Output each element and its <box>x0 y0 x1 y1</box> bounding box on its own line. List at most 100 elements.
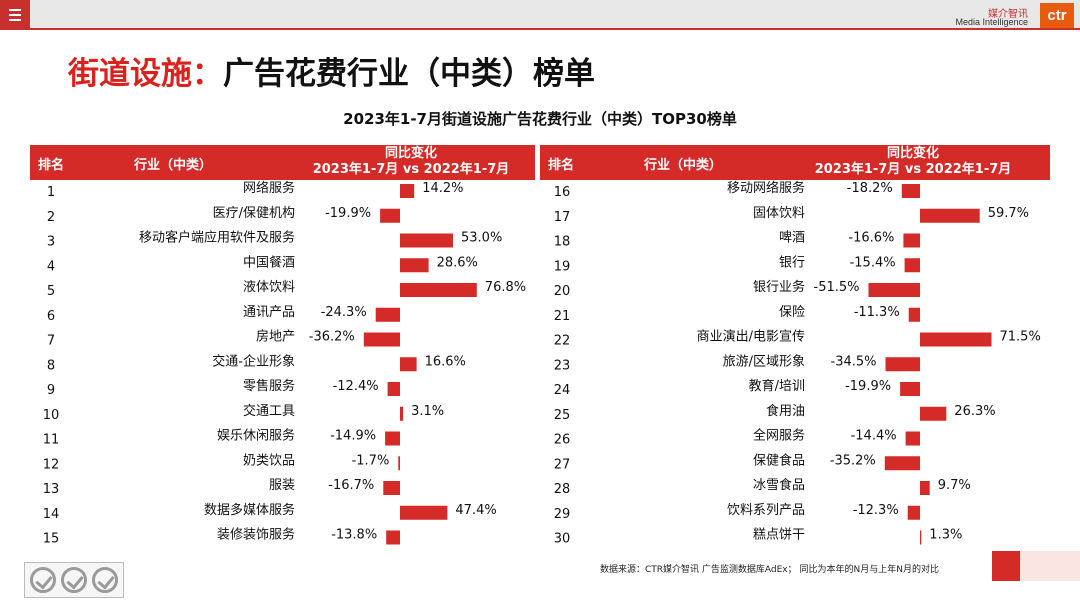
page-title-rest: 广告花费行业（中类）榜单 <box>223 56 595 92</box>
rank-number: 24 <box>554 383 571 398</box>
bar <box>901 184 920 198</box>
menu-icon[interactable] <box>0 0 30 30</box>
bar <box>920 530 922 545</box>
rank-number: 25 <box>554 408 571 423</box>
data-label: -12.3% <box>853 503 899 518</box>
industry-label: 糕点饼干 <box>753 528 805 543</box>
bar <box>400 505 448 520</box>
rank-number: 29 <box>554 507 571 522</box>
table-header-left: 排名 行业（中类） 同比变化 2023年1-7月 vs 2022年1-7月 <box>30 145 535 180</box>
rank-number: 28 <box>554 482 571 497</box>
industry-label: 通讯产品 <box>243 305 295 320</box>
header-rank-label: 排名 <box>38 158 65 173</box>
industry-label: 房地产 <box>256 329 295 345</box>
rank-number: 8 <box>47 358 55 373</box>
data-label: -15.4% <box>850 255 896 270</box>
page-title-highlight: 街道设施： <box>68 56 223 92</box>
header-change-line2: 2023年1-7月 vs 2022年1-7月 <box>814 162 1012 177</box>
data-label: 47.4% <box>455 503 496 518</box>
industry-label: 液体饮料 <box>243 280 295 295</box>
rank-number: 18 <box>554 235 571 250</box>
ctr-logo: 媒介智讯 Media Intelligence ctr <box>934 3 1074 29</box>
rank-number: 20 <box>554 284 571 299</box>
rank-number: 11 <box>43 433 60 448</box>
bar <box>383 481 400 495</box>
industry-label: 医疗/保健机构 <box>213 206 295 221</box>
data-label: 26.3% <box>954 404 995 419</box>
bar <box>900 382 920 396</box>
industry-label: 娱乐休闲服务 <box>217 428 295 444</box>
bar <box>385 431 400 446</box>
footer-accent-block <box>992 551 1020 581</box>
rank-number: 15 <box>43 532 60 547</box>
bar <box>885 357 920 372</box>
rank-number: 13 <box>43 482 60 497</box>
industry-label: 网络服务 <box>243 180 295 196</box>
data-label: -16.6% <box>848 231 894 246</box>
industry-label: 中国餐酒 <box>243 254 295 270</box>
top-divider <box>0 28 1080 30</box>
rank-number: 17 <box>554 210 571 225</box>
bar <box>884 456 920 471</box>
bar <box>908 307 920 322</box>
bar <box>905 431 920 446</box>
data-label: 28.6% <box>437 255 478 270</box>
rank-number: 1 <box>47 185 55 200</box>
sgs-certification-logo <box>24 562 124 598</box>
bar <box>387 382 400 396</box>
rank-number: 27 <box>554 457 571 472</box>
bar <box>920 332 992 347</box>
industry-label: 旅游/区域形象 <box>723 354 805 369</box>
bar <box>400 406 404 421</box>
industry-label: 保险 <box>779 305 805 320</box>
rank-number: 23 <box>554 358 571 373</box>
bar <box>868 283 920 297</box>
rank-number: 30 <box>554 532 571 547</box>
data-label: 53.0% <box>461 231 502 246</box>
header-rank-label: 排名 <box>548 158 575 173</box>
header-change-line1: 同比变化 <box>886 146 939 161</box>
industry-label: 服装 <box>269 478 295 493</box>
data-label: -35.2% <box>830 453 876 468</box>
rank-number: 19 <box>554 259 571 274</box>
page-title: 街道设施：广告花费行业（中类）榜单 <box>68 48 595 93</box>
logo-mark: ctr <box>1040 3 1074 29</box>
bar <box>907 505 920 520</box>
bar <box>400 184 415 198</box>
bar <box>400 283 477 297</box>
header-industry-label: 行业（中类） <box>134 158 213 173</box>
header-change-line2: 2023年1-7月 vs 2022年1-7月 <box>312 162 510 177</box>
data-label: -19.9% <box>325 206 371 221</box>
header-change-label: 同比变化 2023年1-7月 vs 2022年1-7月 <box>306 146 516 178</box>
industry-label: 数据多媒体服务 <box>204 502 295 518</box>
data-label: -24.3% <box>321 305 367 320</box>
industry-label: 食用油 <box>766 403 805 419</box>
data-label: 59.7% <box>988 206 1029 221</box>
industry-label: 奶类饮品 <box>243 453 295 468</box>
chart-title: 2023年1-7月街道设施广告花费行业（中类）TOP30榜单 <box>343 110 737 128</box>
industry-label: 移动网络服务 <box>727 180 805 196</box>
ranking-bar-chart: 1 网络服务 14.2%2 医疗/保健机构 -19.9%3 移动客户端应用软件及服务 53.… <box>43 180 1041 547</box>
logo-en-text: Media Intelligence <box>955 17 1028 27</box>
data-label: 16.6% <box>425 354 466 369</box>
data-label: -19.9% <box>845 379 891 394</box>
data-label: 71.5% <box>1000 330 1041 345</box>
data-label: -12.4% <box>333 379 379 394</box>
industry-label: 交通-企业形象 <box>212 353 295 369</box>
header-industry-label: 行业（中类） <box>644 158 723 173</box>
industry-label: 教育/培训 <box>749 378 805 394</box>
industry-label: 装修装饰服务 <box>217 527 295 543</box>
top-bar: 媒介智讯 Media Intelligence ctr <box>0 0 1080 30</box>
rank-number: 4 <box>47 259 55 274</box>
rank-number: 6 <box>47 309 55 324</box>
industry-label: 零售服务 <box>243 378 295 394</box>
industry-label: 全网服务 <box>753 428 805 444</box>
industry-label: 商业演出/电影宣传 <box>697 329 805 345</box>
bar <box>904 258 920 273</box>
rank-number: 10 <box>43 408 60 423</box>
data-label: -14.4% <box>851 429 897 444</box>
logo-cn-text: 媒介智讯 <box>988 9 1028 20</box>
bar <box>400 233 453 248</box>
data-label: 1.3% <box>929 528 962 543</box>
data-label: 9.7% <box>938 478 971 493</box>
